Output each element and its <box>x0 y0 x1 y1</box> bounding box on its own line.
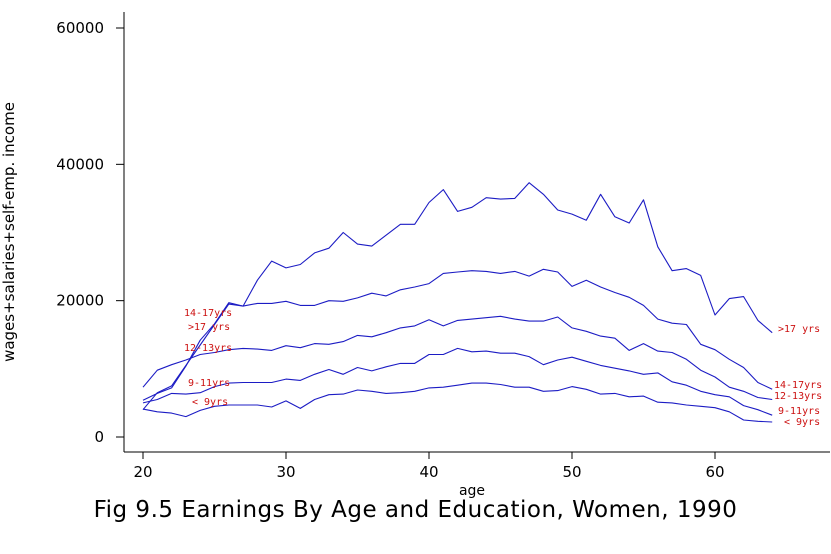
series-start-label: 14-17yrs <box>184 308 232 319</box>
x-tick-label: 50 <box>562 463 581 481</box>
y-tick-label: 60000 <box>56 19 104 37</box>
series-line <box>142 268 773 401</box>
series-end-label: >17 yrs <box>778 324 820 335</box>
series-line <box>142 382 773 423</box>
x-tick-label: 60 <box>705 463 724 481</box>
series-labels: >17 yrs >17 yrs14-17yrs14-17yrs12-13yrs12… <box>184 308 822 428</box>
axes <box>116 12 830 459</box>
series-end-label: 9-11yrs <box>778 406 820 417</box>
x-tick-label: 20 <box>133 463 152 481</box>
series-line <box>142 347 773 416</box>
x-tick-label: 40 <box>419 463 438 481</box>
chart-title: Fig 9.5 Earnings By Age and Education, W… <box>93 497 738 523</box>
series-end-label: < 9yrs <box>784 417 820 428</box>
series-lines <box>142 182 773 423</box>
series-end-label: 12-13yrs <box>774 391 822 402</box>
x-tick-label: 30 <box>276 463 295 481</box>
y-axis-label: wages+salaries+self-emp. income <box>0 102 18 362</box>
y-tick-label: 40000 <box>56 155 104 173</box>
x-axis-label: age <box>459 483 485 499</box>
series-line <box>142 182 773 411</box>
series-start-label: 9-11yrs <box>188 378 230 389</box>
y-tick-label: 0 <box>94 428 104 446</box>
y-tick-label: 20000 <box>56 292 104 310</box>
series-start-label: >17 yrs <box>188 322 230 333</box>
series-line <box>142 315 773 401</box>
series-end-label: 14-17yrs <box>774 380 822 391</box>
series-start-label: 12-13yrs <box>184 343 232 354</box>
series-start-label: < 9yrs <box>192 397 228 408</box>
tick-labels: 0 20000 40000 60000 20 30 40 50 60 <box>56 19 724 481</box>
